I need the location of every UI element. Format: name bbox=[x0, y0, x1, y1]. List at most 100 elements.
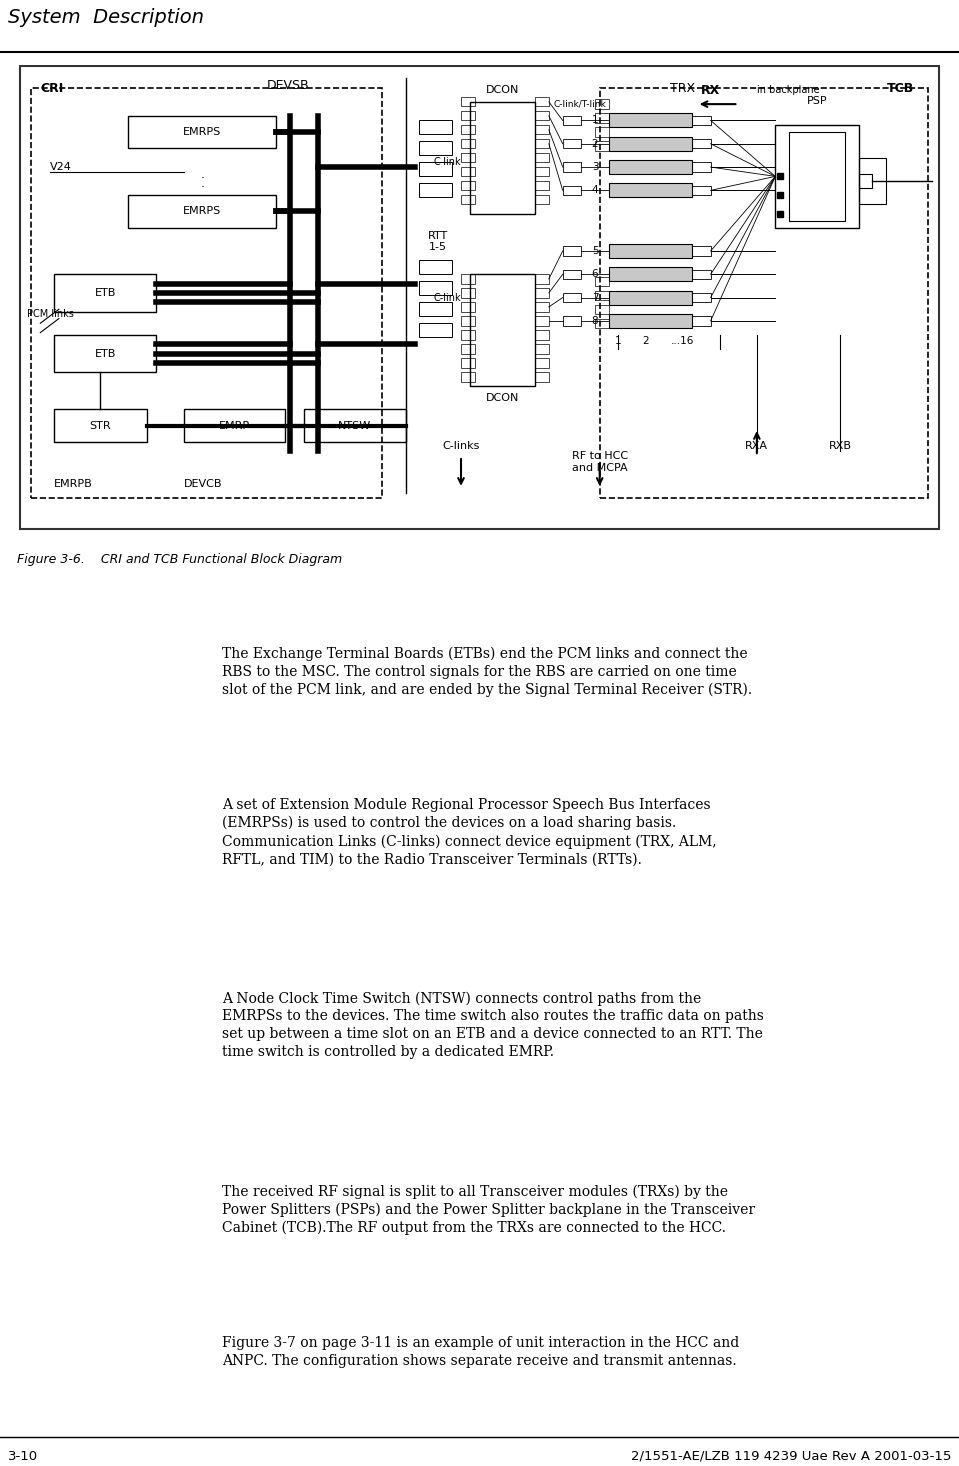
Bar bbox=[304, 409, 406, 443]
Text: DCON: DCON bbox=[486, 85, 520, 95]
Text: RXB: RXB bbox=[829, 441, 852, 452]
Text: .: . bbox=[200, 167, 204, 180]
Text: TCB: TCB bbox=[887, 82, 914, 95]
Bar bbox=[535, 182, 549, 191]
Bar bbox=[535, 195, 549, 204]
Text: 2: 2 bbox=[643, 336, 649, 346]
Text: 2: 2 bbox=[592, 139, 598, 148]
Text: ETB: ETB bbox=[94, 349, 116, 359]
Text: C-link/T-link: C-link/T-link bbox=[553, 100, 606, 108]
Bar bbox=[535, 111, 549, 120]
Text: ...16: ...16 bbox=[671, 336, 694, 346]
Bar bbox=[535, 97, 549, 107]
Bar bbox=[692, 116, 711, 125]
Bar bbox=[470, 274, 535, 386]
Text: NTSW: NTSW bbox=[339, 421, 371, 431]
Bar bbox=[461, 289, 475, 298]
Text: DCON: DCON bbox=[486, 393, 520, 403]
Bar bbox=[692, 270, 711, 279]
Bar bbox=[535, 317, 549, 325]
Bar bbox=[775, 125, 858, 227]
Text: RF to HCC
and MCPA: RF to HCC and MCPA bbox=[572, 452, 628, 474]
Bar bbox=[129, 116, 276, 148]
Bar bbox=[609, 290, 692, 305]
Bar bbox=[595, 100, 609, 108]
Bar bbox=[461, 345, 475, 353]
Bar bbox=[461, 182, 475, 191]
Text: STR: STR bbox=[89, 421, 111, 431]
Text: The received RF signal is split to all Transceiver modules (TRXs) by the
Power S: The received RF signal is split to all T… bbox=[222, 1185, 756, 1236]
Bar bbox=[535, 139, 549, 148]
Bar bbox=[419, 323, 452, 337]
Text: in backplane: in backplane bbox=[757, 85, 820, 95]
Bar bbox=[461, 139, 475, 148]
Bar bbox=[595, 113, 609, 123]
Text: EMRPS: EMRPS bbox=[183, 128, 222, 138]
Bar bbox=[419, 261, 452, 274]
Bar bbox=[461, 152, 475, 163]
Text: C-link: C-link bbox=[433, 293, 461, 302]
Bar bbox=[535, 302, 549, 312]
Bar bbox=[535, 372, 549, 381]
Bar bbox=[595, 305, 609, 314]
Text: Figure 3-6.    CRI and TCB Functional Block Diagram: Figure 3-6. CRI and TCB Functional Block… bbox=[17, 553, 342, 566]
Bar bbox=[563, 186, 581, 195]
Text: 3: 3 bbox=[592, 163, 598, 172]
Bar bbox=[609, 160, 692, 174]
Bar bbox=[461, 330, 475, 340]
Bar bbox=[129, 195, 276, 227]
Bar bbox=[789, 132, 845, 221]
Bar bbox=[563, 293, 581, 302]
Text: EMRPS: EMRPS bbox=[183, 207, 222, 217]
Text: V24: V24 bbox=[50, 163, 72, 172]
Text: CRI: CRI bbox=[40, 82, 63, 95]
Text: RXA: RXA bbox=[745, 441, 768, 452]
Text: EMRPB: EMRPB bbox=[55, 479, 93, 488]
Bar bbox=[595, 318, 609, 328]
Bar bbox=[419, 120, 452, 135]
Bar bbox=[461, 167, 475, 176]
Bar bbox=[55, 409, 147, 443]
Bar bbox=[595, 277, 609, 286]
Text: 7: 7 bbox=[592, 293, 598, 302]
Text: 1: 1 bbox=[592, 116, 598, 126]
Text: DEVSB: DEVSB bbox=[267, 79, 310, 92]
Bar bbox=[461, 111, 475, 120]
Bar bbox=[419, 302, 452, 317]
Bar bbox=[609, 267, 692, 281]
Text: ETB: ETB bbox=[94, 287, 116, 298]
Bar bbox=[470, 101, 535, 214]
Text: Figure 3-7 on page 3-11 is an example of unit interaction in the HCC and
ANPC. T: Figure 3-7 on page 3-11 is an example of… bbox=[222, 1336, 739, 1368]
Bar bbox=[595, 128, 609, 136]
Bar bbox=[535, 152, 549, 163]
Text: 3-10: 3-10 bbox=[8, 1450, 37, 1463]
Bar bbox=[461, 274, 475, 283]
Text: 4: 4 bbox=[592, 185, 598, 195]
Bar bbox=[461, 97, 475, 107]
Text: A Node Clock Time Switch (NTSW) connects control paths from the
EMRPSs to the de: A Node Clock Time Switch (NTSW) connects… bbox=[222, 991, 764, 1058]
Bar bbox=[609, 243, 692, 258]
Bar bbox=[563, 163, 581, 172]
Bar bbox=[563, 116, 581, 125]
Text: System  Description: System Description bbox=[8, 9, 203, 28]
Bar bbox=[419, 281, 452, 295]
Bar bbox=[55, 334, 156, 372]
Bar bbox=[599, 88, 928, 498]
Text: The Exchange Terminal Boards (ETBs) end the PCM links and connect the
RBS to the: The Exchange Terminal Boards (ETBs) end … bbox=[222, 647, 753, 696]
Bar bbox=[692, 293, 711, 302]
Bar bbox=[461, 372, 475, 381]
Bar bbox=[31, 88, 383, 498]
Bar bbox=[609, 183, 692, 198]
Bar bbox=[858, 174, 873, 188]
Bar bbox=[461, 195, 475, 204]
Text: PSP: PSP bbox=[807, 97, 828, 107]
Bar bbox=[692, 186, 711, 195]
Bar bbox=[563, 139, 581, 148]
Text: .: . bbox=[200, 186, 204, 199]
Bar bbox=[419, 141, 452, 155]
Text: 8: 8 bbox=[592, 315, 598, 325]
Bar bbox=[692, 139, 711, 148]
Bar bbox=[535, 274, 549, 283]
Bar bbox=[858, 158, 886, 204]
Bar bbox=[419, 163, 452, 176]
